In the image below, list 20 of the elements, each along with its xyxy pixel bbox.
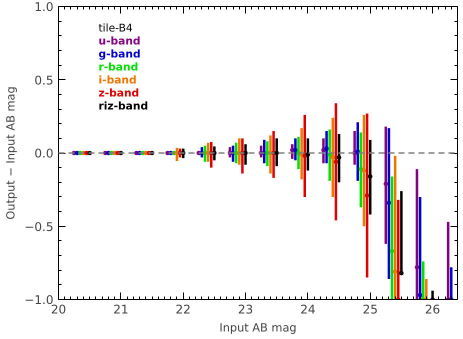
x-tick-label: 22	[176, 302, 191, 316]
x-tick-label: 23	[238, 302, 254, 316]
text: u-band	[98, 34, 141, 48]
y-tick-label: 1.0	[34, 0, 54, 14]
text: r-band	[98, 60, 138, 74]
y-axis-title: Output − Input AB mag	[3, 86, 18, 220]
x-tick-label: 25	[362, 302, 378, 316]
x-tick-label: 24	[300, 302, 316, 316]
x-tick-label: 21	[113, 302, 128, 316]
x-tick-label: 20	[50, 302, 66, 316]
text: riz-band	[98, 100, 148, 112]
x-tick-label: 26	[424, 302, 440, 316]
x-axis-title: Input AB mag	[219, 320, 297, 334]
text: i-band	[98, 74, 137, 86]
y-tick-label: −0.5	[24, 220, 54, 234]
text: z-band	[98, 86, 140, 100]
text: g-band	[98, 48, 141, 60]
legend-title: tile-B4	[98, 22, 133, 34]
y-tick-label: 0.0	[34, 146, 54, 160]
y-tick-label: 0.5	[34, 73, 54, 88]
